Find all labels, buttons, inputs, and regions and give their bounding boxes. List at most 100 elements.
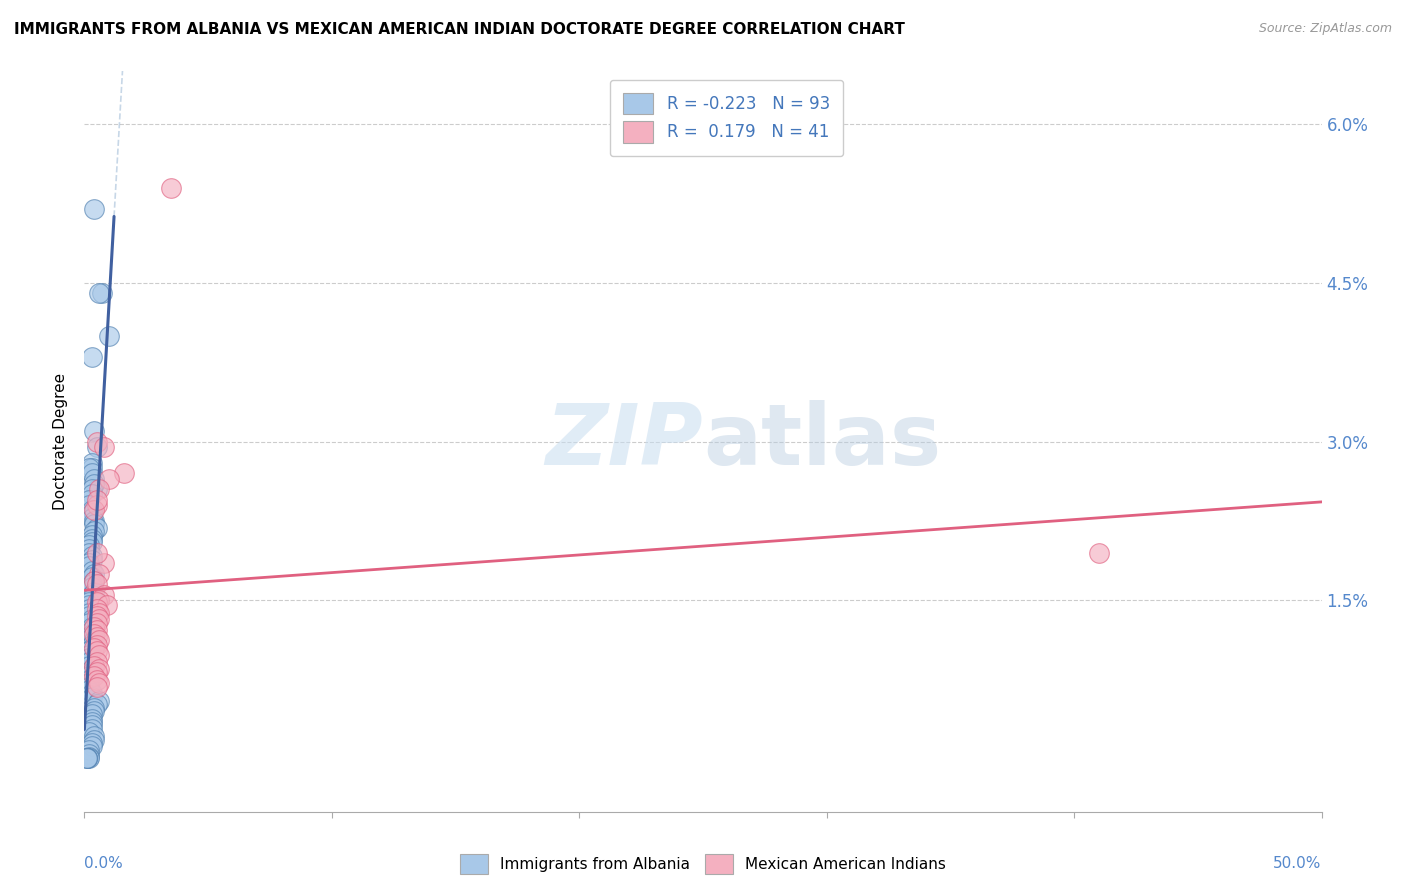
Point xyxy=(80,619,103,633)
Point xyxy=(96,599,118,613)
Point xyxy=(86,638,108,652)
Point xyxy=(89,606,111,620)
Point xyxy=(79,680,101,694)
Point xyxy=(80,630,103,644)
Point xyxy=(80,712,103,726)
Point xyxy=(86,577,108,591)
Point xyxy=(79,673,101,687)
Point xyxy=(80,690,103,705)
Point xyxy=(80,718,103,732)
Point xyxy=(86,482,108,496)
Point xyxy=(86,601,108,615)
Point xyxy=(79,492,101,507)
Point xyxy=(86,609,108,624)
Point xyxy=(83,202,105,216)
Point xyxy=(89,566,111,581)
Point xyxy=(1088,546,1111,560)
Point xyxy=(80,723,103,737)
Point xyxy=(79,747,101,761)
Point xyxy=(79,725,101,739)
Point xyxy=(86,616,108,631)
Point xyxy=(80,532,103,546)
Point xyxy=(76,751,98,765)
Point xyxy=(86,665,108,679)
Point xyxy=(83,503,105,517)
Point xyxy=(83,669,105,683)
Point xyxy=(80,507,103,521)
Point xyxy=(83,658,105,673)
Point xyxy=(80,503,103,517)
Text: 50.0%: 50.0% xyxy=(1274,856,1322,871)
Point xyxy=(80,577,103,591)
Point xyxy=(93,556,115,570)
Point xyxy=(80,627,103,641)
Point xyxy=(89,694,111,708)
Point xyxy=(79,651,101,665)
Point xyxy=(76,751,98,765)
Point xyxy=(83,627,105,641)
Point xyxy=(80,640,103,655)
Point xyxy=(80,510,103,524)
Point xyxy=(89,612,111,626)
Point xyxy=(80,456,103,470)
Point xyxy=(86,655,108,669)
Point xyxy=(86,434,108,449)
Point xyxy=(80,570,103,584)
Point xyxy=(80,549,103,563)
Point xyxy=(89,633,111,648)
Point xyxy=(83,424,105,438)
Point xyxy=(83,476,105,491)
Point xyxy=(80,535,103,549)
Point xyxy=(86,680,108,694)
Point xyxy=(83,584,105,599)
Point xyxy=(79,749,101,764)
Point xyxy=(86,673,108,687)
Point xyxy=(76,751,98,765)
Point xyxy=(79,655,101,669)
Point xyxy=(83,574,105,589)
Point xyxy=(80,686,103,700)
Point xyxy=(83,514,105,528)
Point xyxy=(83,732,105,747)
Point xyxy=(80,467,103,481)
Point xyxy=(89,286,111,301)
Point xyxy=(79,601,101,615)
Point xyxy=(79,683,101,698)
Point xyxy=(79,743,101,757)
Point xyxy=(80,638,103,652)
Point xyxy=(86,498,108,512)
Point xyxy=(79,669,101,683)
Point xyxy=(83,524,105,539)
Point xyxy=(79,546,101,560)
Point xyxy=(79,616,101,631)
Point xyxy=(80,553,103,567)
Point xyxy=(80,487,103,501)
Point xyxy=(80,739,103,753)
Point xyxy=(86,492,108,507)
Point xyxy=(80,482,103,496)
Point xyxy=(83,633,105,648)
Point xyxy=(79,609,101,624)
Point xyxy=(86,623,108,637)
Point xyxy=(86,630,108,644)
Point xyxy=(80,612,103,626)
Point xyxy=(83,640,105,655)
Point xyxy=(80,588,103,602)
Text: atlas: atlas xyxy=(703,400,941,483)
Point xyxy=(98,472,121,486)
Point xyxy=(86,697,108,711)
Point xyxy=(86,546,108,560)
Point xyxy=(86,440,108,454)
Point xyxy=(79,606,101,620)
Point xyxy=(98,328,121,343)
Point xyxy=(86,595,108,609)
Point xyxy=(79,542,101,557)
Point xyxy=(86,521,108,535)
Point xyxy=(83,701,105,715)
Point xyxy=(80,736,103,750)
Point xyxy=(93,440,115,454)
Point xyxy=(79,658,101,673)
Text: Source: ZipAtlas.com: Source: ZipAtlas.com xyxy=(1258,22,1392,36)
Point xyxy=(83,704,105,718)
Point xyxy=(79,556,101,570)
